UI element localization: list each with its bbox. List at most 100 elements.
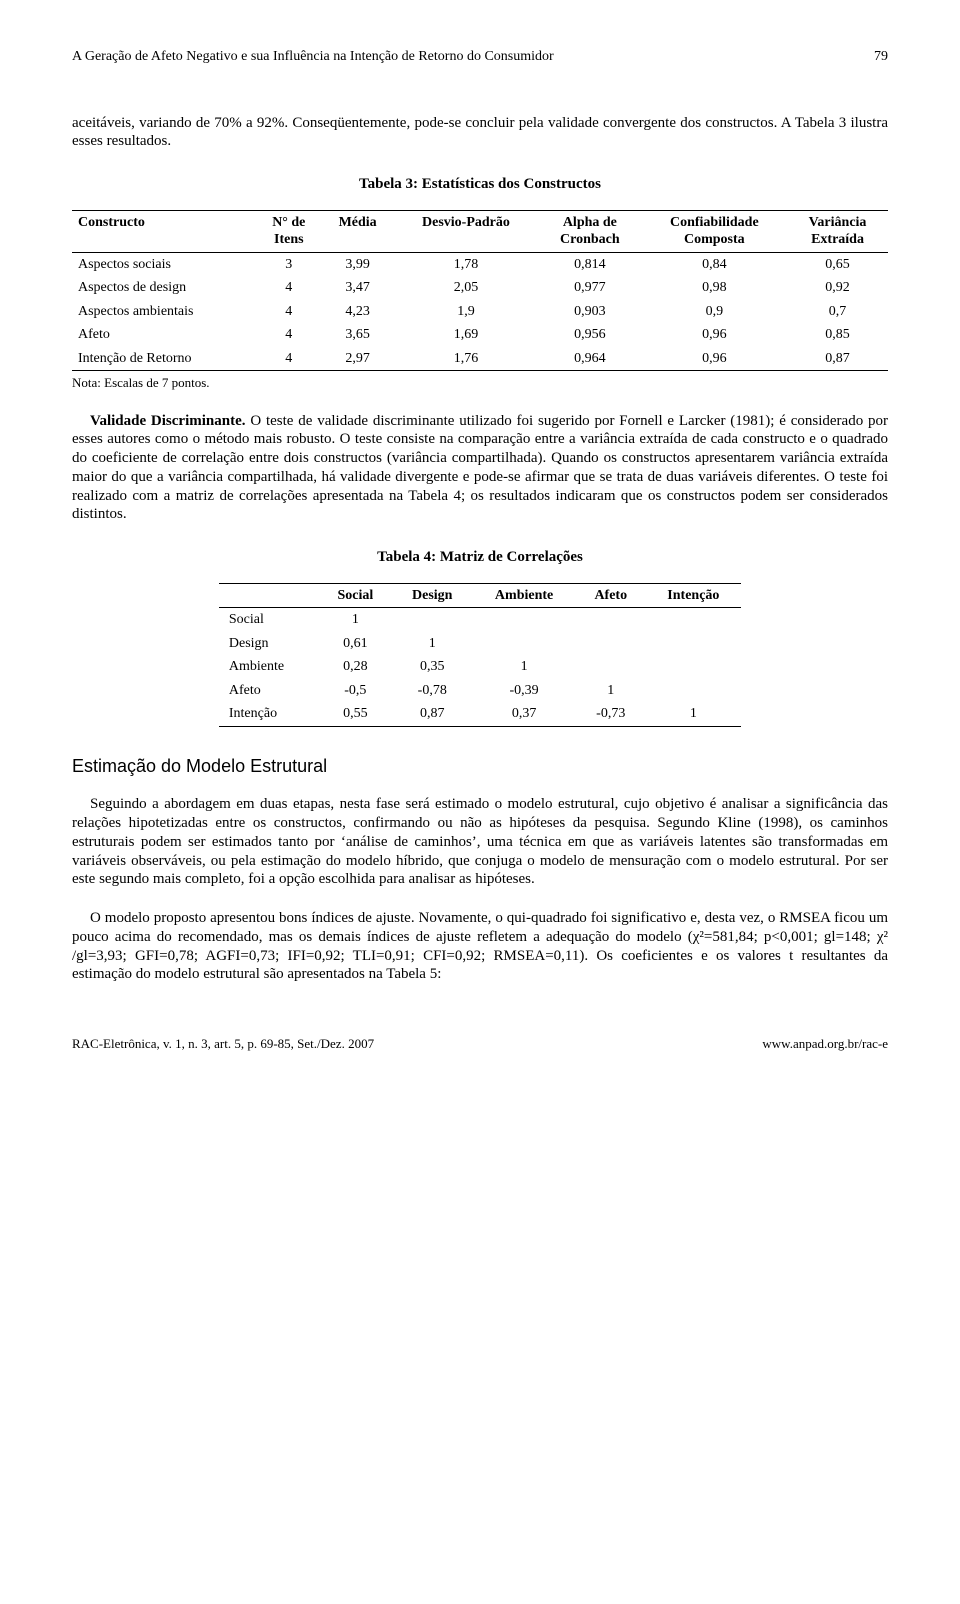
table-cell: 0,87 [787, 347, 888, 371]
table-cell: -0,39 [472, 679, 576, 703]
table-cell: Aspectos sociais [72, 252, 256, 276]
table-cell: 0,65 [787, 252, 888, 276]
table-row: Afeto-0,5-0,78-0,391 [219, 679, 741, 703]
table-cell: 4 [256, 323, 321, 347]
table-cell: 0,87 [392, 702, 472, 726]
page-footer: RAC-Eletrônica, v. 1, n. 3, art. 5, p. 6… [72, 1036, 888, 1052]
table-row: Aspectos ambientais44,231,90,9030,90,7 [72, 300, 888, 324]
table-cell [576, 632, 646, 656]
table-cell [392, 608, 472, 632]
table-cell: 2,97 [321, 347, 393, 371]
table4-col-intencao: Intenção [646, 583, 742, 608]
table4-wrap: Social Design Ambiente Afeto Intenção So… [72, 583, 888, 727]
table4-title: Tabela 4: Matriz de Correlações [72, 548, 888, 567]
table-cell: 0,28 [318, 655, 392, 679]
table-cell: 0,37 [472, 702, 576, 726]
table-cell: 1 [646, 702, 742, 726]
table-cell: 4 [256, 276, 321, 300]
table-cell: 1,9 [394, 300, 538, 324]
page-header: A Geração de Afeto Negativo e sua Influê… [72, 48, 888, 66]
table-cell: Design [219, 632, 319, 656]
table-cell: 3,47 [321, 276, 393, 300]
table-cell: Afeto [72, 323, 256, 347]
table3-title: Tabela 3: Estatísticas dos Constructos [72, 175, 888, 194]
table-cell: Aspectos ambientais [72, 300, 256, 324]
page-number: 79 [874, 48, 888, 66]
table-cell: Ambiente [219, 655, 319, 679]
footer-left: RAC-Eletrônica, v. 1, n. 3, art. 5, p. 6… [72, 1036, 374, 1052]
table-cell: 1 [576, 679, 646, 703]
table-cell: 1 [392, 632, 472, 656]
table-cell: 1 [472, 655, 576, 679]
table4-col-afeto: Afeto [576, 583, 646, 608]
table-cell: 4 [256, 300, 321, 324]
footer-right: www.anpad.org.br/rac-e [762, 1036, 888, 1052]
table4: Social Design Ambiente Afeto Intenção So… [219, 583, 741, 727]
table-row: Social1 [219, 608, 741, 632]
table-row: Ambiente0,280,351 [219, 655, 741, 679]
table-row: Aspectos de design43,472,050,9770,980,92 [72, 276, 888, 300]
table4-col-design: Design [392, 583, 472, 608]
table-cell: 3,99 [321, 252, 393, 276]
table3: Constructo N° deItens Média Desvio-Padrã… [72, 210, 888, 372]
table-cell: Intenção [219, 702, 319, 726]
table4-col-social: Social [318, 583, 392, 608]
table3-col-variancia: VariânciaExtraída [787, 210, 888, 252]
validity-paragraph: Validade Discriminante. O teste de valid… [72, 412, 888, 525]
table-cell: 0,84 [642, 252, 787, 276]
table-cell: 1,76 [394, 347, 538, 371]
table4-col-blank [219, 583, 319, 608]
table4-body: Social1Design0,611Ambiente0,280,351Afeto… [219, 608, 741, 727]
table-cell [646, 632, 742, 656]
table-cell [646, 679, 742, 703]
table-cell: 0,964 [538, 347, 642, 371]
table-cell: Aspectos de design [72, 276, 256, 300]
table-cell: -0,78 [392, 679, 472, 703]
table3-col-alpha: Alpha deCronbach [538, 210, 642, 252]
table4-col-ambiente: Ambiente [472, 583, 576, 608]
table-cell: 0,98 [642, 276, 787, 300]
table-cell: 0,61 [318, 632, 392, 656]
table-cell: Afeto [219, 679, 319, 703]
running-title: A Geração de Afeto Negativo e sua Influê… [72, 48, 554, 66]
table-cell: 0,96 [642, 323, 787, 347]
estim-paragraph-2: O modelo proposto apresentou bons índice… [72, 909, 888, 984]
table-cell: -0,5 [318, 679, 392, 703]
table3-col-confiabilidade: ConfiabilidadeComposta [642, 210, 787, 252]
table3-col-desvio: Desvio-Padrão [394, 210, 538, 252]
table-cell: 3 [256, 252, 321, 276]
table3-col-constructo: Constructo [72, 210, 256, 252]
table-cell: 0,35 [392, 655, 472, 679]
table-cell: Intenção de Retorno [72, 347, 256, 371]
table-cell: 0,85 [787, 323, 888, 347]
table-row: Aspectos sociais33,991,780,8140,840,65 [72, 252, 888, 276]
section-heading-estimacao: Estimação do Modelo Estrutural [72, 755, 888, 778]
table-cell: 0,956 [538, 323, 642, 347]
table-cell: Social [219, 608, 319, 632]
table-cell: 1,69 [394, 323, 538, 347]
table-cell: -0,73 [576, 702, 646, 726]
table-cell: 4,23 [321, 300, 393, 324]
table3-col-media: Média [321, 210, 393, 252]
table-cell: 0,7 [787, 300, 888, 324]
table-row: Design0,611 [219, 632, 741, 656]
table-row: Intenção0,550,870,37-0,731 [219, 702, 741, 726]
estim-paragraph-1: Seguindo a abordagem em duas etapas, nes… [72, 795, 888, 889]
table3-body: Aspectos sociais33,991,780,8140,840,65As… [72, 252, 888, 371]
table-cell [576, 608, 646, 632]
table-cell: 1 [318, 608, 392, 632]
table-row: Intenção de Retorno42,971,760,9640,960,8… [72, 347, 888, 371]
table4-header-row: Social Design Ambiente Afeto Intenção [219, 583, 741, 608]
table-cell: 0,977 [538, 276, 642, 300]
intro-paragraph: aceitáveis, variando de 70% a 92%. Conse… [72, 114, 888, 152]
table-cell: 0,814 [538, 252, 642, 276]
validity-runin: Validade Discriminante. [90, 413, 246, 429]
table-row: Afeto43,651,690,9560,960,85 [72, 323, 888, 347]
table-cell [472, 608, 576, 632]
table-cell: 0,903 [538, 300, 642, 324]
table3-col-n-itens: N° deItens [256, 210, 321, 252]
table-cell: 1,78 [394, 252, 538, 276]
table-cell: 4 [256, 347, 321, 371]
table-cell [646, 655, 742, 679]
table-cell: 0,55 [318, 702, 392, 726]
